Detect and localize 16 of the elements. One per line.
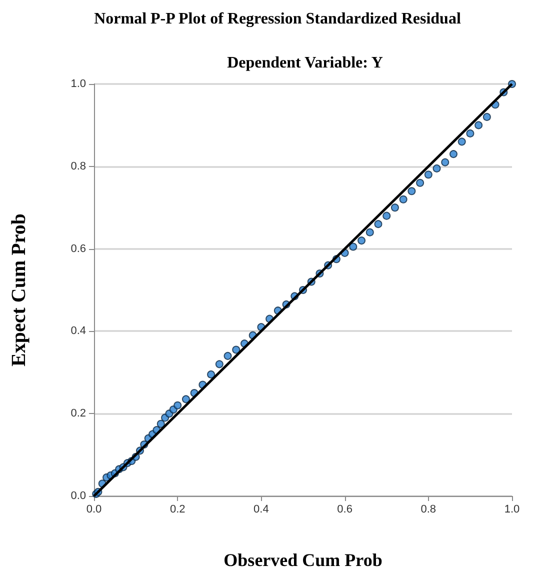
x-tick-label: 0.8 <box>420 504 436 516</box>
x-tick-label: 1.0 <box>504 504 520 516</box>
y-tick-label: 0.6 <box>70 242 86 255</box>
y-tick-label: 1.0 <box>70 78 86 90</box>
y-tick-label: 0.4 <box>70 325 86 338</box>
x-tick-label: 0.0 <box>86 504 102 516</box>
x-tick-label: 0.2 <box>170 504 186 516</box>
y-axis-title: Expect Cum Prob <box>8 214 30 366</box>
x-tick-label: 0.4 <box>254 504 269 516</box>
x-axis-title: Observed Cum Prob <box>224 550 382 570</box>
x-tick-label: 0.6 <box>337 504 352 516</box>
y-tick-label: 0.8 <box>70 160 86 172</box>
y-tick-label: 0.0 <box>70 490 86 502</box>
y-tick-label: 0.2 <box>70 408 86 420</box>
chart-subtitle: Dependent Variable: Y <box>227 54 384 72</box>
chart-title: Normal P-P Plot of Regression Standardized Residual <box>94 10 462 28</box>
